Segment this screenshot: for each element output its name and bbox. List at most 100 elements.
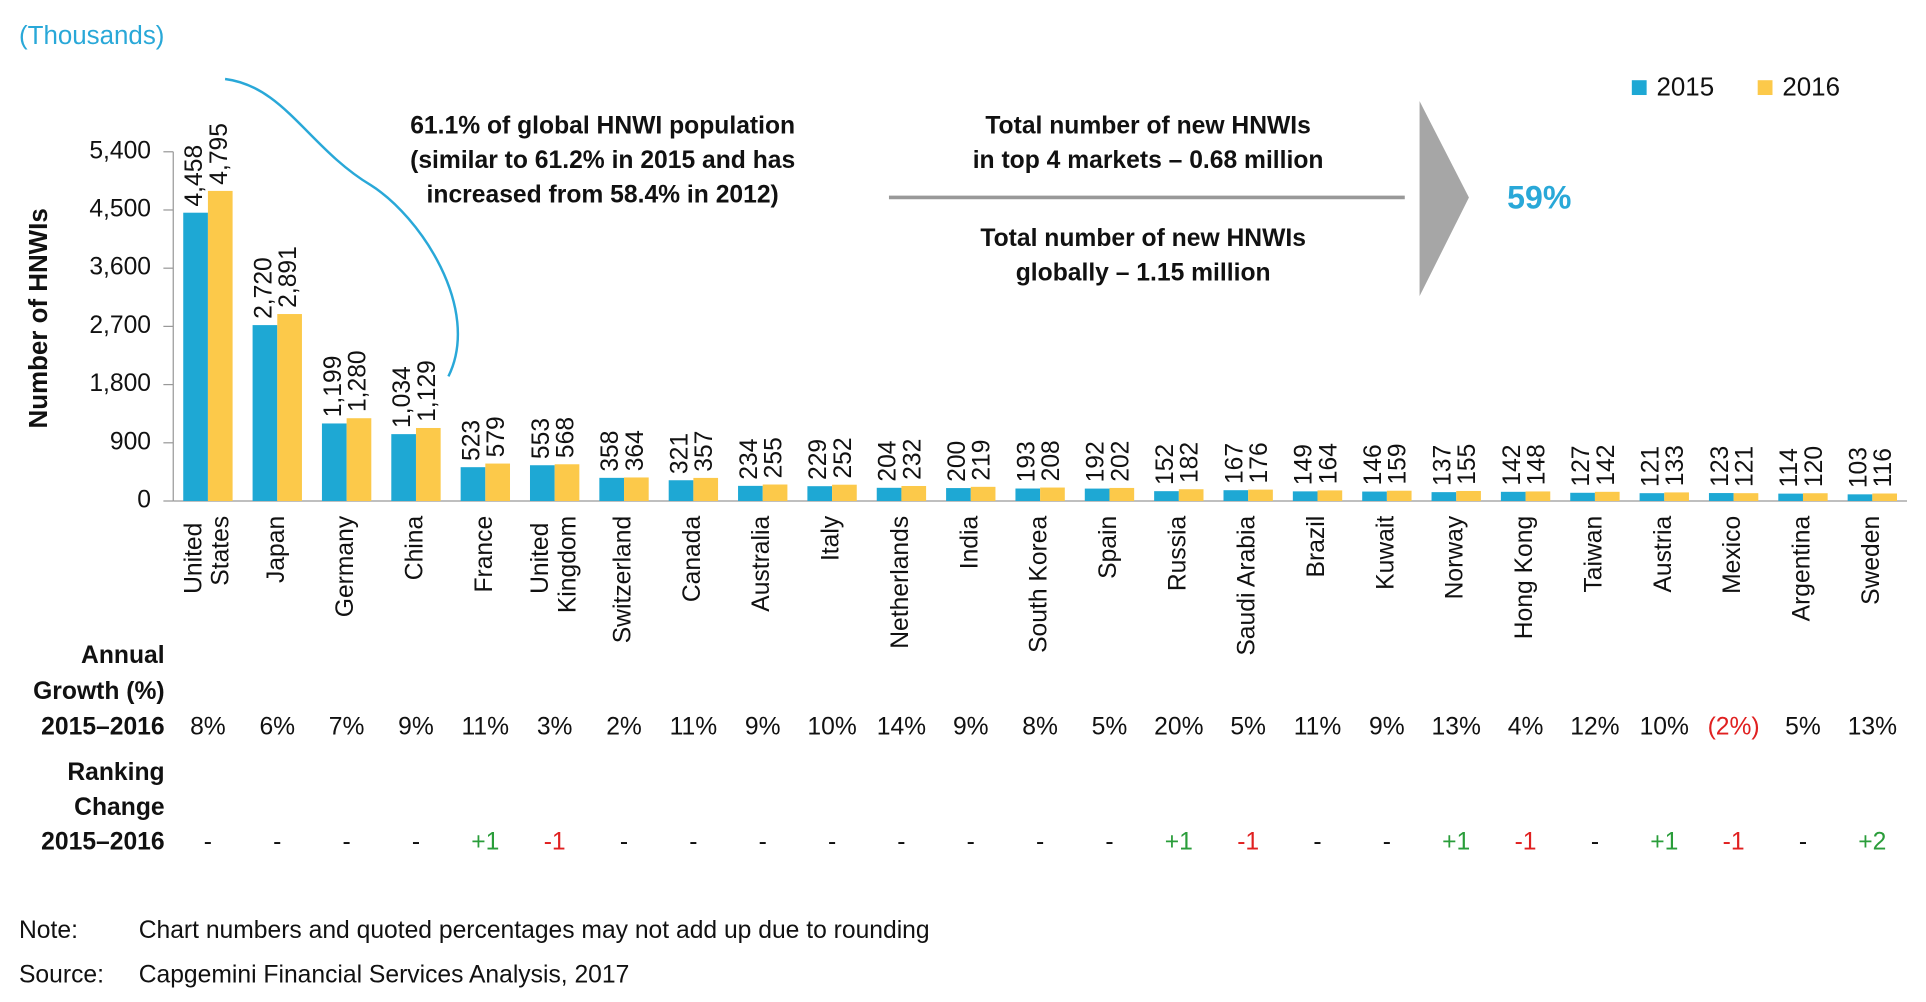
- value-label: 103: [1846, 447, 1873, 488]
- x-tick-label: Germany: [332, 515, 359, 617]
- ranking-value: -1: [544, 828, 566, 855]
- row-label: Change: [74, 794, 164, 821]
- ranking-value: -: [1383, 828, 1391, 855]
- value-label: 133: [1662, 445, 1689, 486]
- value-label: 1,199: [320, 356, 347, 418]
- ranking-value: -: [759, 828, 767, 855]
- bar: [1639, 493, 1665, 501]
- ranking-value: -: [204, 828, 212, 855]
- bar: [901, 485, 927, 501]
- ranking-value: -: [1036, 828, 1044, 855]
- y-axis-title: Number of HNWIs: [25, 208, 53, 428]
- x-tick-label: Italy: [818, 515, 845, 561]
- x-tick-label: United Kingdom: [527, 516, 581, 613]
- value-label: 579: [483, 416, 510, 457]
- value-label: 234: [736, 439, 763, 480]
- value-label: 1,034: [389, 366, 416, 428]
- growth-value: 5%: [1230, 714, 1266, 741]
- row-label: 2015–2016: [41, 714, 164, 741]
- y-tick-label: 2,700: [89, 312, 151, 339]
- bar: [485, 463, 511, 501]
- value-label: 2,891: [275, 246, 302, 308]
- x-tick-label: Sweden: [1858, 516, 1885, 605]
- x-tick-label: Kuwait: [1372, 516, 1399, 590]
- ranking-value: -1: [1515, 828, 1537, 855]
- row-label: Growth (%): [33, 678, 164, 705]
- bar: [1872, 493, 1898, 501]
- growth-value: 10%: [1640, 714, 1689, 741]
- legend-swatch: [1631, 80, 1647, 96]
- ranking-value: -: [897, 828, 905, 855]
- bar: [1456, 490, 1481, 501]
- value-label: 167: [1221, 443, 1248, 484]
- x-tick-label: Spain: [1095, 516, 1122, 579]
- bar: [277, 314, 302, 501]
- bar: [1084, 488, 1110, 501]
- growth-value: 3%: [537, 714, 573, 741]
- bar: [1500, 491, 1526, 501]
- value-label: 553: [528, 418, 555, 459]
- growth-value: 14%: [877, 714, 926, 741]
- bar: [415, 427, 441, 501]
- y-tick-label: 1,800: [89, 370, 151, 397]
- x-tick-label: Japan: [263, 516, 290, 583]
- x-tick-label: India: [956, 516, 983, 570]
- value-label: 142: [1499, 445, 1526, 486]
- annotation: Total number of new HNWIs: [980, 225, 1306, 252]
- ratio: 59%: [1507, 179, 1571, 215]
- x-tick-label: Canada: [679, 516, 706, 603]
- value-label: 1,129: [414, 360, 441, 422]
- value-label: 116: [1870, 448, 1897, 487]
- note: Chart numbers and quoted percentages may…: [139, 917, 930, 944]
- y-tick-label: 4,500: [89, 195, 151, 222]
- value-label: 120: [1801, 446, 1828, 487]
- bar: [1317, 490, 1343, 501]
- value-label: 200: [944, 441, 971, 482]
- bar: [738, 485, 763, 501]
- bar: [1109, 487, 1135, 501]
- x-tick-label: South Korea: [1026, 516, 1053, 653]
- value-label: 121: [1731, 446, 1758, 487]
- row-label: 2015–2016: [41, 828, 164, 855]
- x-tick-label: Russia: [1164, 516, 1191, 592]
- value-label: 252: [830, 437, 857, 478]
- bar: [970, 486, 996, 501]
- growth-value: 12%: [1570, 714, 1619, 741]
- value-label: 364: [622, 430, 649, 471]
- growth-value: 13%: [1432, 714, 1481, 741]
- value-label: 148: [1523, 444, 1550, 485]
- x-tick-label: United States: [180, 516, 234, 594]
- value-label: 176: [1246, 442, 1273, 483]
- bar: [1525, 491, 1551, 501]
- bar: [946, 488, 971, 501]
- bar: [1015, 488, 1041, 501]
- bar: [1802, 493, 1828, 501]
- ranking-value: -: [689, 828, 697, 855]
- ranking-value: -: [1313, 828, 1321, 855]
- growth-value: 2%: [606, 714, 642, 741]
- x-tick-label: China: [401, 516, 428, 581]
- growth-value: 5%: [1785, 714, 1821, 741]
- bar: [1178, 489, 1204, 501]
- source: Capgemini Financial Services Analysis, 2…: [139, 962, 630, 989]
- growth-value: 10%: [807, 714, 856, 741]
- bar: [668, 480, 694, 501]
- bar: [1362, 491, 1387, 501]
- growth-value: 4%: [1508, 714, 1544, 741]
- value-label: 2,720: [250, 257, 277, 319]
- bar: [599, 477, 625, 501]
- ranking-value: +2: [1858, 828, 1886, 855]
- bar: [346, 418, 372, 501]
- ranking-value: -: [1799, 828, 1807, 855]
- bar: [252, 325, 278, 501]
- bar: [207, 190, 233, 501]
- x-tick-label: Mexico: [1719, 516, 1746, 594]
- value-label: 149: [1291, 444, 1318, 485]
- value-label: 127: [1568, 445, 1595, 486]
- bar: [762, 484, 788, 501]
- x-tick-label: Norway: [1442, 515, 1469, 599]
- bar: [1733, 493, 1759, 501]
- value-label: 255: [761, 437, 788, 478]
- bar: [1778, 493, 1803, 501]
